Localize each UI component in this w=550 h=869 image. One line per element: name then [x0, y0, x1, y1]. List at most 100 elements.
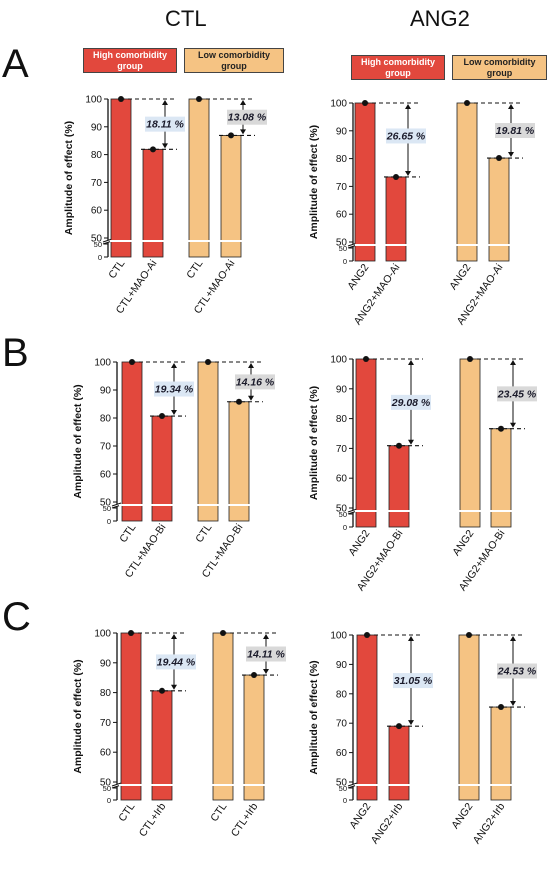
chart-b-ang2-arrow-head-up — [408, 360, 414, 365]
chart-a-ang2-y-tick-label: 0 — [343, 257, 347, 266]
chart-b-ang2-arrow-head-down — [408, 439, 414, 445]
chart-a-ctl-bar — [110, 98, 132, 258]
chart-b-ang2-x-tick-label: ANG2 — [450, 528, 476, 558]
legend-low-comorbidity-ang2: Low comorbidity group — [452, 55, 547, 80]
chart-a-ang2-data-point — [362, 100, 368, 106]
chart-b-ang2-y-tick-label: 70 — [336, 444, 348, 455]
chart-a-ctl-y-tick-label: 0 — [98, 253, 102, 262]
chart-c-ctl-y-tick-label: 70 — [100, 718, 112, 729]
chart-c-ctl-bar — [120, 632, 142, 801]
chart-b-ang2-bar — [459, 358, 481, 528]
panel-label-c: C — [2, 595, 31, 639]
chart-a-ctl-data-point — [150, 146, 156, 153]
chart-b-ang2-y-tick-label: 50 — [336, 504, 348, 515]
chart-c-ctl-arrow-head-up — [263, 634, 269, 639]
chart-b-ang2-percent-box — [391, 394, 431, 410]
chart-b-ctl-y-tick-label: 80 — [100, 414, 112, 425]
chart-b-ang2-data-point — [363, 356, 369, 362]
chart-c-ang2-percent-box — [393, 673, 433, 689]
chart-c-ang2-x-tick-label: ANG2+Irb — [471, 801, 508, 846]
chart-b-ang2-percent-label: 29.08 % — [391, 397, 431, 409]
chart-a-ctl-arrow-head-up — [162, 100, 168, 105]
chart-b-ang2-y-tick-label: 100 — [330, 355, 347, 366]
chart-b-ang2-arrow-head-up — [510, 360, 516, 365]
panel-label-a: A — [2, 42, 29, 86]
chart-c-ctl-data-point — [128, 630, 134, 636]
chart-c-ang2-bar — [388, 725, 410, 801]
chart-b-ctl-bar — [197, 361, 219, 522]
chart-c-ctl-percent-box — [246, 646, 286, 662]
chart-b-ctl-data-point — [236, 398, 242, 405]
chart-c-ang2-y-tick-label: 100 — [330, 631, 347, 642]
chart-c-ang2-y-tick-label: 60 — [336, 748, 348, 759]
chart-a-ctl-bar — [188, 98, 210, 258]
chart-c-ang2-percent-box — [497, 663, 537, 679]
chart-b-ctl-percent-box — [235, 374, 275, 390]
chart-c-ctl-axis-break-band — [119, 784, 278, 786]
chart-c-ctl-percent-label: 19.44 % — [157, 656, 196, 668]
chart-c-ang2-bar — [356, 634, 378, 801]
chart-a-ctl-percent-box — [227, 109, 267, 125]
chart-c-ang2-arrow-head-up — [408, 636, 414, 641]
chart-b-ctl-percent-box — [154, 381, 194, 397]
chart-b-ang2-y-tick-label: 50 — [339, 510, 347, 519]
chart-b-ang2-percent-box — [497, 386, 537, 402]
chart-a-ang2-percent-box — [386, 128, 426, 144]
chart-c-ang2-x-tick-label: ANG2+Irb — [369, 801, 406, 846]
chart-a-ctl-data-point — [228, 132, 234, 139]
chart-c-ctl-x-tick-label: CTL+Irb — [137, 801, 169, 839]
chart-c-ang2-arrow-head-down — [510, 701, 516, 707]
chart-b-ang2-y-axis-label: Amplitude of effect (%) — [308, 386, 320, 500]
chart-a-ctl-x-tick-label: CTL — [106, 258, 127, 281]
chart-c-ang2-x-tick-label: ANG2 — [449, 801, 475, 831]
chart-a-ang2-x-tick-label: ANG2 — [447, 262, 473, 292]
chart-c-ctl-y-tick-label: 50 — [103, 784, 111, 793]
chart-a-ctl-percent-label: 13.08 % — [228, 112, 267, 124]
legend-low-comorbidity-ctl: Low comorbidity group — [184, 48, 284, 73]
chart-c-ctl-y-tick-label: 100 — [94, 629, 111, 640]
chart-b-ctl-percent-label: 19.34 % — [155, 384, 194, 396]
chart-c-ang2-y-tick-label: 0 — [343, 796, 347, 805]
chart-a-ang2-y-tick-label: 50 — [339, 244, 347, 253]
chart-a-ang2-percent-box — [495, 123, 535, 139]
chart-a-ang2-arrow-head-up — [508, 104, 514, 109]
chart-c-ang2-arrow-head-up — [510, 636, 516, 641]
chart-c-ctl-y-tick-label: 50 — [100, 778, 112, 789]
chart-c-ctl-bar — [243, 674, 265, 801]
chart-b-ctl-axis-break-band — [119, 504, 263, 506]
chart-c-ctl-axis-break-mark — [111, 782, 122, 787]
chart-a-ang2-y-tick-label: 50 — [336, 238, 348, 249]
chart-b-ctl-data-point — [159, 413, 165, 420]
chart-c-ang2-data-point — [396, 723, 402, 730]
chart-c-ctl-x-tick-label: CTL+Irb — [229, 801, 261, 839]
chart-b-ctl-axis-break-mark — [111, 502, 122, 507]
chart-c-ctl-y-tick-label: 90 — [100, 658, 112, 669]
chart-b-ctl-percent-label: 14.16 % — [236, 376, 275, 388]
chart-c-ang2-axis-break-band — [355, 784, 525, 786]
chart-c-ang2-x-tick-label: ANG2 — [347, 801, 373, 831]
chart-b-ang2-data-point — [498, 425, 504, 432]
chart-c-ang2-data-point — [498, 704, 504, 711]
chart-b-ctl-x-tick-label: CTL — [193, 522, 214, 545]
chart-c-ang2-percent-label: 24.53 % — [497, 666, 537, 678]
chart-b-ctl-y-tick-label: 90 — [100, 386, 112, 397]
chart-c-ang2-y-tick-label: 50 — [336, 778, 348, 789]
chart-a-ang2-arrow-head-down — [508, 152, 514, 158]
chart-c-ang2-y-tick-label: 70 — [336, 719, 348, 730]
legend-high-comorbidity-ctl: High comorbidity group — [83, 48, 177, 73]
chart-a-ctl-bar — [220, 135, 242, 258]
chart-b-ang2-y-tick-label: 60 — [336, 474, 348, 485]
chart-a-ctl-axis-break-mark — [102, 238, 113, 243]
chart-a-ctl-y-tick-label: 50 — [94, 240, 102, 249]
chart-b-ctl-y-tick-label: 50 — [103, 504, 111, 513]
chart-b-ctl-arrow-head-up — [171, 363, 177, 368]
chart-c-ang2-data-point — [466, 632, 472, 638]
column-title-ctl: CTL — [165, 6, 207, 31]
chart-a-ctl-percent-box — [145, 116, 185, 132]
chart-a-ctl-x-tick-label: CTL — [184, 258, 205, 281]
chart-a-ang2-data-point — [393, 173, 399, 180]
chart-a-ctl-arrow-head-down — [240, 129, 246, 135]
chart-a-ang2-bar — [385, 176, 407, 262]
chart-c-ctl-y-tick-label: 60 — [100, 748, 112, 759]
chart-a-ctl-arrow-head-up — [240, 100, 246, 105]
